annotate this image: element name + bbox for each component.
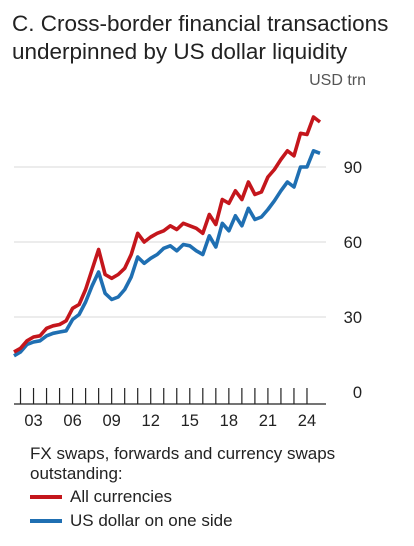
legend-item-all-currencies: All currencies <box>30 486 405 508</box>
y-tick-label-60: 60 <box>344 234 362 252</box>
x-tick-label-15: 15 <box>181 412 199 430</box>
y-axis-unit: USD trn <box>309 72 366 89</box>
y-axis: 0 30 60 90 <box>344 159 362 402</box>
chart-title: C. Cross-border financial transactions u… <box>12 11 389 64</box>
legend-swatch-all-currencies <box>30 495 62 499</box>
line-chart: 03 06 09 12 15 18 21 24 0 30 60 90 <box>13 115 362 430</box>
x-tick-label-09: 09 <box>102 412 120 430</box>
grid-lines <box>14 166 326 318</box>
y-tick-label-0: 0 <box>353 384 362 402</box>
legend-swatch-us-dollar <box>30 519 62 523</box>
legend-heading: FX swaps, forwards and currency swaps ou… <box>30 444 336 483</box>
x-tick-label-24: 24 <box>298 412 316 430</box>
x-tick-label-06: 06 <box>63 412 81 430</box>
x-axis: 03 06 09 12 15 18 21 24 <box>14 388 326 430</box>
x-tick-label-18: 18 <box>220 412 238 430</box>
x-tick-label-03: 03 <box>24 412 42 430</box>
series-lines <box>13 115 322 358</box>
y-tick-label-30: 30 <box>344 309 362 327</box>
legend-label-us-dollar: US dollar on one side <box>70 511 233 530</box>
x-tick-label-21: 21 <box>259 412 277 430</box>
y-tick-label-90: 90 <box>344 159 362 177</box>
series-line-us-dollar <box>13 149 321 358</box>
x-tick-label-12: 12 <box>142 412 160 430</box>
legend: FX swaps, forwards and currency swaps ou… <box>30 444 405 532</box>
legend-label-all-currencies: All currencies <box>70 487 173 506</box>
series-line-all-currencies <box>13 115 322 354</box>
legend-item-us-dollar: US dollar on one side <box>30 510 405 532</box>
